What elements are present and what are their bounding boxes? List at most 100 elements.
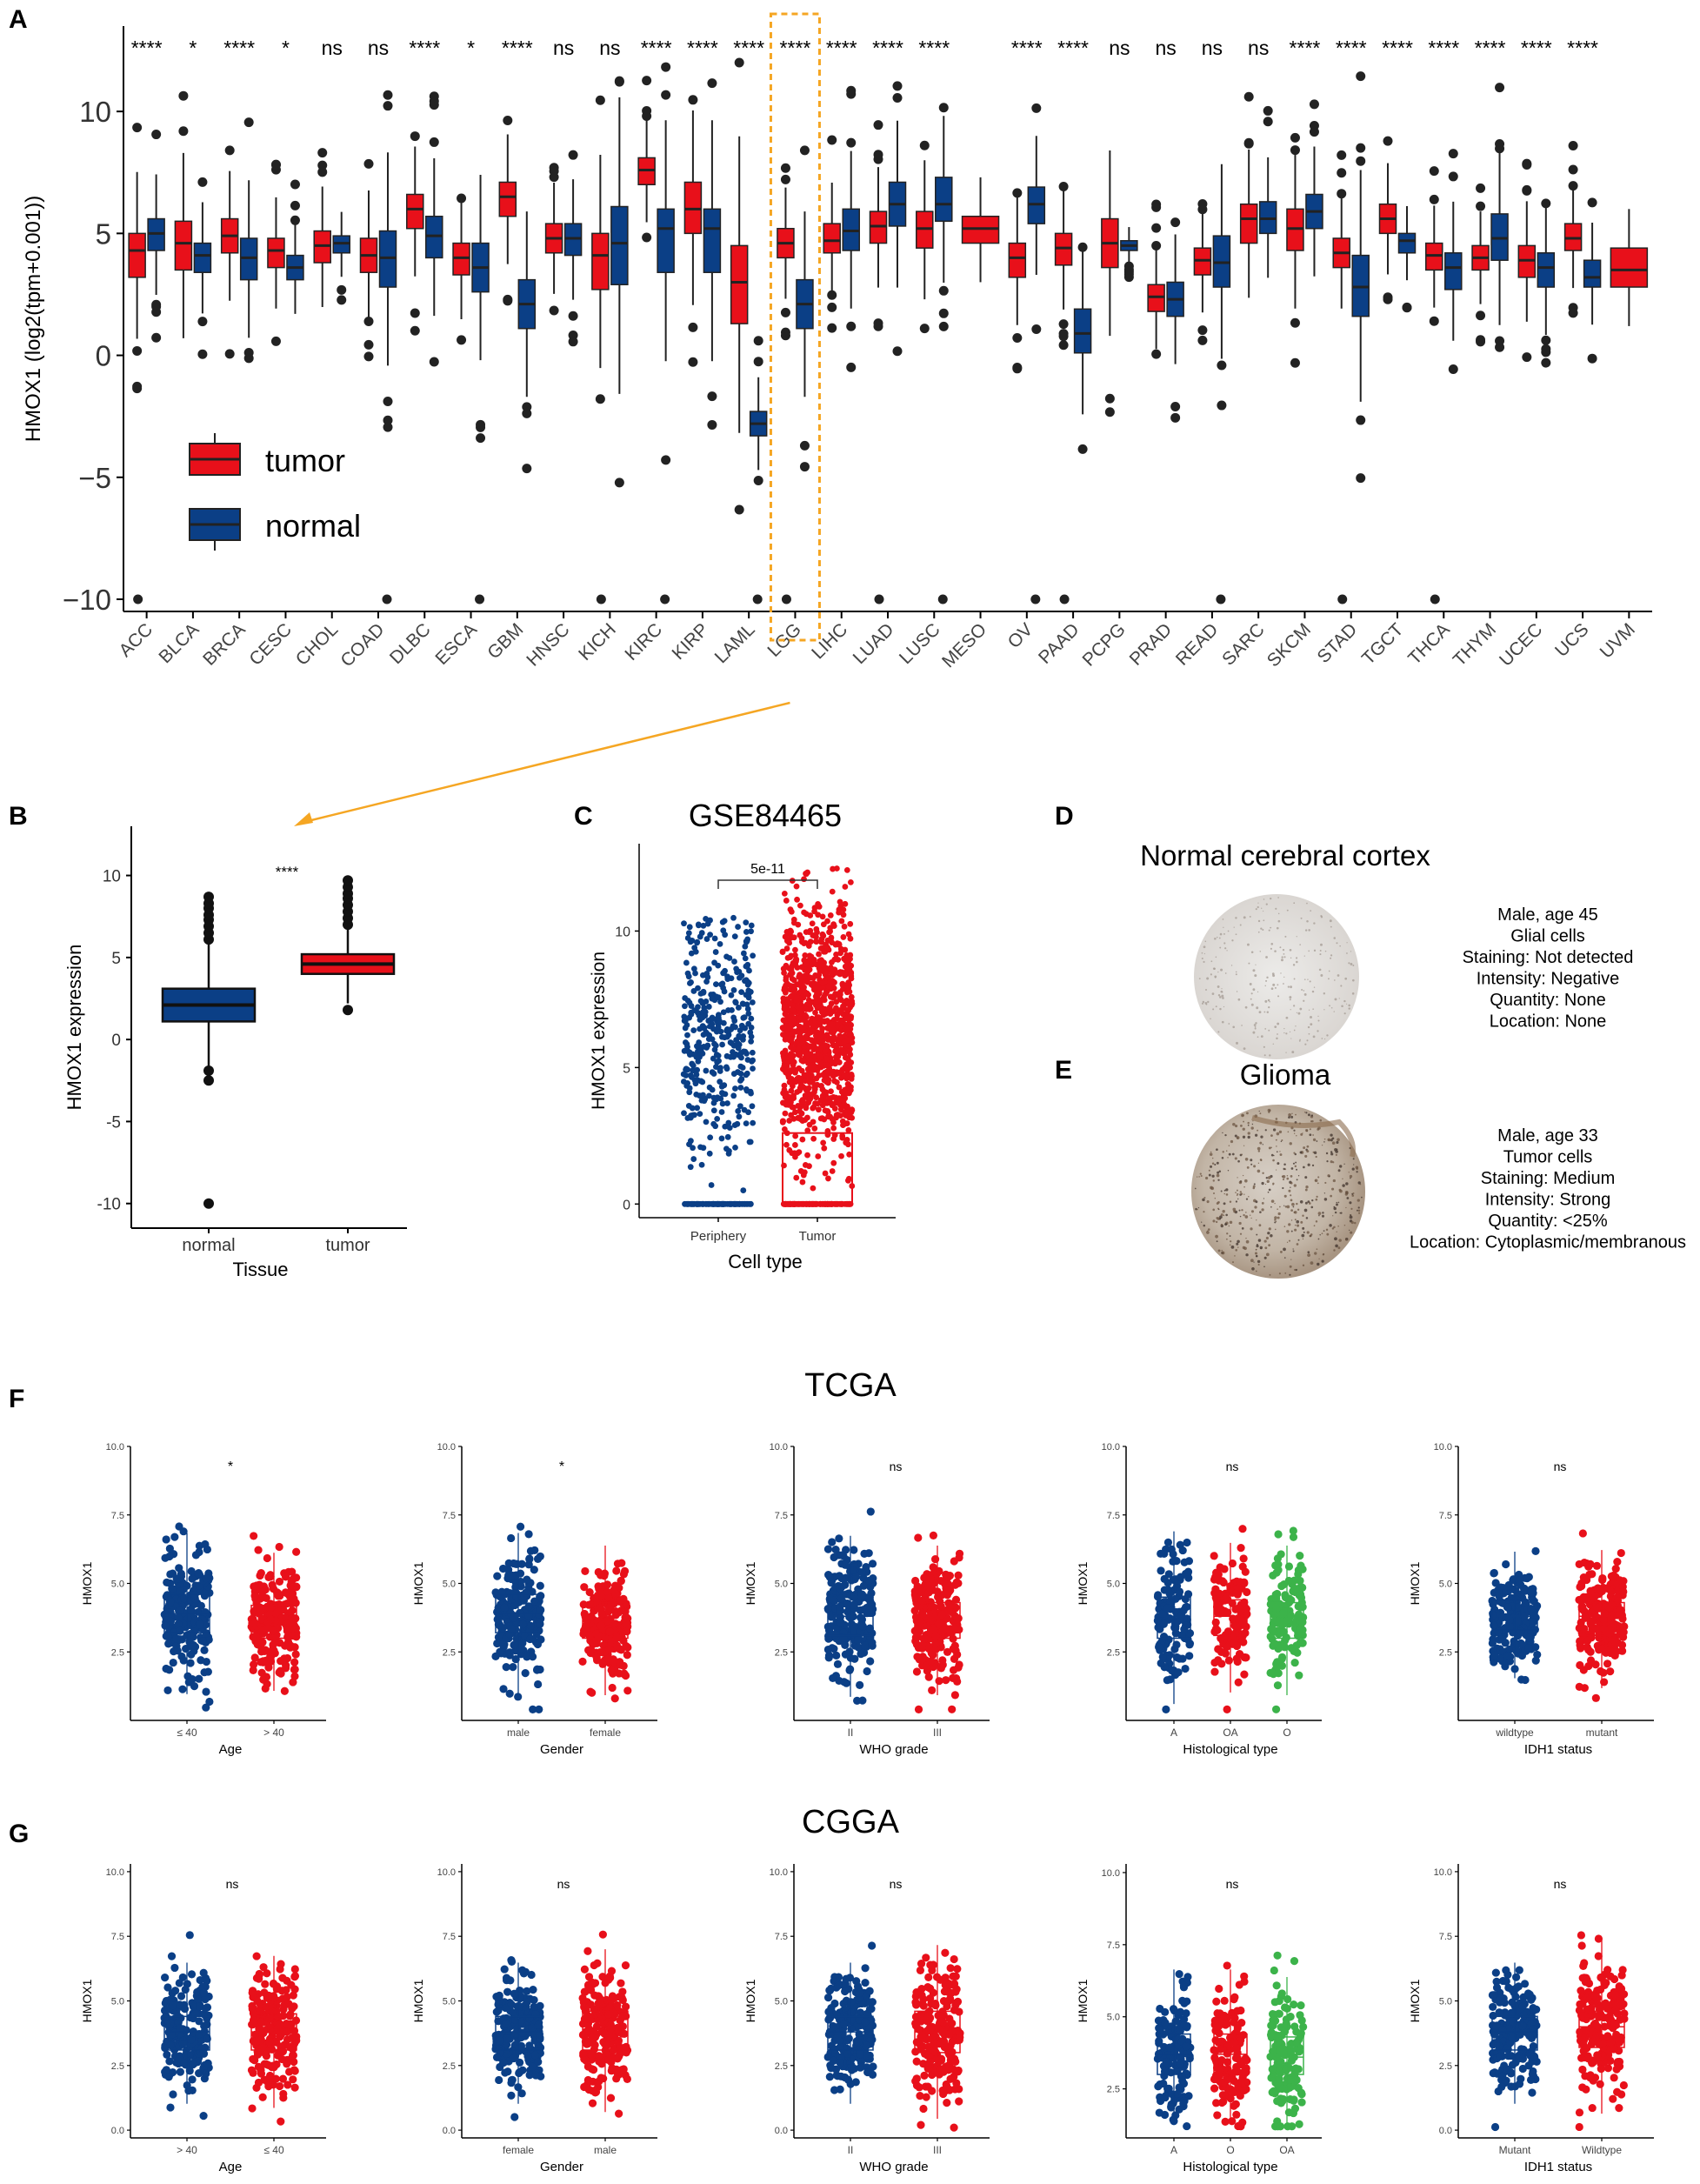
a-lgg-tumor-outlier [780,331,790,341]
ihc-normal-speck [1350,951,1352,952]
ihc-glioma-speck [1230,1139,1234,1144]
panel-label-a: A [9,5,28,34]
ihc-glioma-speck [1212,1179,1216,1182]
panelF-sub2-point [585,1587,594,1597]
panelF-sub1-point [204,1635,213,1644]
ihc-glioma-speck [1217,1179,1220,1181]
ihc-glioma-speck [1352,1192,1355,1194]
a-esca-normal-outlier [476,422,486,432]
ihc-glioma-speck [1216,1240,1218,1243]
ihc-normal-speck [1285,1052,1287,1053]
a-dlbc-tumor-box [406,193,424,230]
panelF-sub4-point [1180,1625,1189,1633]
ihc-glioma-speck [1345,1182,1349,1186]
ihc-glioma-speck [1221,1249,1223,1252]
ihc-normal-speck [1309,980,1311,983]
c-point [794,896,800,903]
ihc-glioma-speck [1319,1119,1323,1122]
c-point [782,1110,789,1117]
ihc-glioma-speck [1332,1215,1334,1217]
panelF-sub1-point [250,1660,258,1669]
c-point [711,935,718,942]
ihc-normal-speck [1320,943,1323,946]
a-acc-normal-outlier [151,332,162,343]
ihc-glioma-speck [1291,1112,1293,1115]
c-point [823,1099,830,1106]
ihc-glioma-speck [1286,1177,1290,1180]
b-normal-outlier [203,1065,214,1076]
c-point [694,1077,701,1084]
ihc-glioma-speck [1290,1175,1293,1178]
c-point [689,1074,695,1080]
ihc-normal-speck [1307,978,1309,980]
ihc-glioma-speck [1208,1169,1210,1172]
ihc-glioma-speck [1250,1259,1254,1263]
c-point [790,1104,797,1111]
ihc-glioma-speck [1336,1140,1339,1145]
panelF-sub4-y-tick-label: 10.0 [1102,1442,1120,1453]
panelF-sub1-point [283,1599,291,1608]
ihc-normal-speck [1249,983,1252,985]
panelF-sub3-point [835,1572,843,1580]
ihc-normal-speck [1207,1000,1210,1004]
a-thca-normal-outlier [1448,171,1458,182]
c-point [847,1086,854,1093]
ihc-normal-speck [1290,1009,1291,1011]
ihc-normal-speck [1306,1039,1309,1042]
ihc-normal-speck [1210,973,1212,976]
c-point [792,994,799,1001]
panelF-sub4-point [1271,1705,1281,1713]
ihc-glioma-speck [1256,1219,1257,1221]
ihc-glioma-speck [1257,1239,1262,1242]
a-coad-normal-outlier [383,422,393,432]
c-point [742,955,749,962]
c-point [743,1120,750,1127]
c-point [804,869,810,876]
b-y-tick-label: 0 [111,1032,121,1050]
ihc-normal-speck [1313,922,1316,925]
c-point [682,1025,689,1032]
c-point [823,965,829,971]
a-kich-tumor-outlier [595,95,605,105]
panelF-sub3-point [945,1603,954,1612]
c-point [845,1042,852,1049]
c-point [730,1092,737,1099]
c-point [721,1082,728,1089]
c-point [847,1031,854,1038]
ihc-glioma-speck [1317,1238,1320,1240]
ihc-glioma-speck [1286,1230,1290,1233]
ihc-glioma-speck [1357,1199,1360,1202]
ihc-normal-speck [1293,978,1296,980]
c-point [718,1135,725,1142]
c-point [723,1064,730,1071]
b-y-tick-label: -5 [106,1113,121,1132]
a-x-tick-label-thym: THYM [1450,619,1500,670]
c-point [844,1141,851,1148]
a-brca-normal-outlier [243,117,254,128]
panelF-sub4-point [1170,1645,1179,1653]
c-point [708,1182,715,1188]
a-coad-tumor-outlier [363,158,374,169]
ihc-normal-speck [1280,972,1282,974]
panelF-sub4-point [1238,1525,1247,1533]
b-y-tick-label: 5 [111,950,121,968]
panelF-sub5-y-tick-label: 5.0 [1439,1580,1452,1590]
panelF-sub4-significance: ns [1226,1459,1239,1473]
ihc-glioma-speck [1290,1199,1293,1202]
panelF-sub2-point [580,1583,589,1592]
c-point [840,912,847,918]
panelF-sub2-point [518,1620,527,1628]
ihc-normal-speck [1270,942,1274,945]
ihc-glioma-speck [1264,1129,1267,1132]
c-point [742,978,748,985]
ihc-glioma-speck [1315,1179,1317,1181]
a-blca-normal-box [193,242,212,273]
ihc-glioma-speck [1244,1179,1248,1183]
a-stad-tumor-outlier [1337,150,1347,160]
ihc-normal-speck [1343,999,1346,1003]
ihc-glioma-speck [1216,1220,1218,1224]
panelF-sub2-point [528,1653,537,1661]
c-point [804,1127,811,1134]
panelF-sub4-point [1270,1610,1278,1620]
